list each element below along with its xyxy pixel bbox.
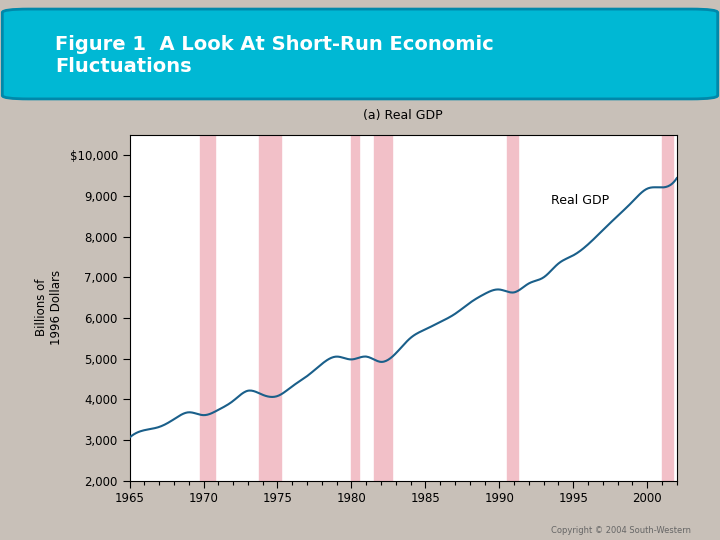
Text: Figure 1  A Look At Short-Run Economic
Fluctuations: Figure 1 A Look At Short-Run Economic Fl… (55, 35, 494, 76)
Text: (a) Real GDP: (a) Real GDP (364, 109, 443, 122)
Bar (351, 135, 359, 481)
Text: Copyright © 2004 South-Western: Copyright © 2004 South-Western (552, 525, 691, 535)
Y-axis label: Billions of
1996 Dollars: Billions of 1996 Dollars (35, 270, 63, 346)
FancyBboxPatch shape (2, 9, 718, 99)
Bar (662, 135, 673, 481)
Bar (374, 135, 392, 481)
Bar (200, 135, 215, 481)
Text: Real GDP: Real GDP (551, 193, 609, 207)
Bar (259, 135, 282, 481)
Bar (507, 135, 518, 481)
